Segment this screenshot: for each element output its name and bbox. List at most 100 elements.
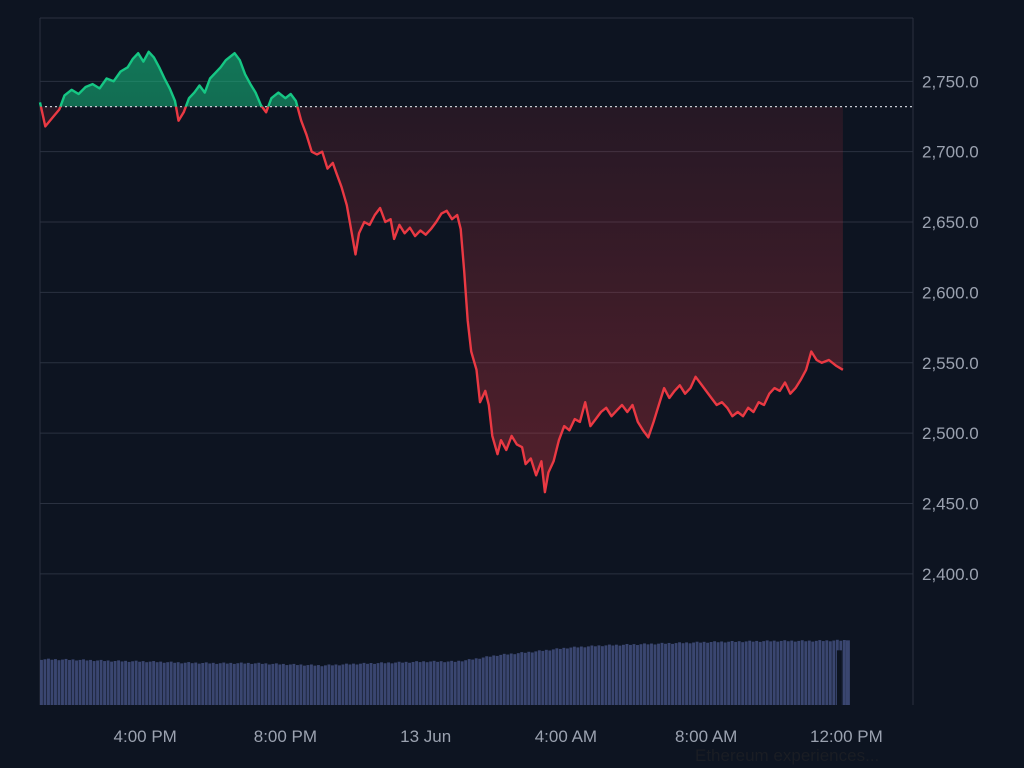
volume-bar xyxy=(408,662,412,705)
volume-bar xyxy=(558,648,562,705)
volume-bar xyxy=(404,661,408,705)
volume-bar xyxy=(201,662,205,705)
volume-bar xyxy=(422,661,426,705)
volume-bar xyxy=(302,665,306,705)
volume-bar xyxy=(727,641,731,705)
volume-bar xyxy=(593,646,597,705)
volume-bar xyxy=(141,661,145,705)
volume-bar xyxy=(586,646,590,705)
volume-bar xyxy=(373,663,376,705)
volume-bar xyxy=(692,642,696,705)
volume-bar xyxy=(390,663,394,705)
y-tick-label: 2,650.0 xyxy=(922,213,979,232)
volume-bar xyxy=(597,645,601,705)
volume-bar xyxy=(713,641,717,705)
y-tick-label: 2,500.0 xyxy=(922,424,979,443)
volume-bar xyxy=(534,651,538,705)
y-tick-label: 2,700.0 xyxy=(922,143,979,162)
volume-bar xyxy=(832,640,836,705)
volume-bar xyxy=(190,663,194,705)
volume-bar xyxy=(671,643,674,705)
volume-bar xyxy=(765,640,769,705)
volume-bar xyxy=(429,661,433,705)
volume-bar xyxy=(821,641,825,705)
x-tick-label: 12:00 PM xyxy=(810,727,883,746)
volume-bar xyxy=(643,643,646,705)
area-fill-below xyxy=(40,106,843,493)
volume-bar xyxy=(169,661,173,705)
volume-bar xyxy=(555,648,559,705)
volume-bar xyxy=(804,641,808,705)
volume-bar xyxy=(769,641,773,705)
volume-bar xyxy=(618,645,622,705)
volume-bar xyxy=(334,664,338,705)
volume-bar xyxy=(716,642,720,705)
volume-bar xyxy=(401,662,405,705)
volume-bar xyxy=(523,652,527,705)
volume-bar xyxy=(61,659,64,705)
y-axis-labels: 2,400.0 2,450.0 2,500.0 2,550.0 2,600.0 2,650… xyxy=(922,72,979,584)
volume-bar xyxy=(800,640,804,705)
volume-bar xyxy=(82,659,85,705)
volume-bar xyxy=(453,661,457,705)
volume-bar xyxy=(352,663,355,705)
volume-bar xyxy=(159,661,163,705)
volume-bar xyxy=(706,642,710,705)
volume-bar xyxy=(387,662,391,705)
volume-bar xyxy=(348,664,352,705)
volume-bar xyxy=(57,660,61,705)
volume-bar xyxy=(155,662,159,705)
volume-bar xyxy=(376,663,380,705)
volume-gap xyxy=(836,650,842,705)
volume-bar xyxy=(653,644,657,705)
volume-bar xyxy=(481,657,485,705)
volume-bar xyxy=(239,662,243,705)
volume-bar xyxy=(625,644,629,705)
volume-bar xyxy=(758,641,762,705)
volume-bar xyxy=(40,659,43,705)
volume-bar xyxy=(92,661,96,705)
volume-bar xyxy=(120,661,124,705)
volume-bar xyxy=(436,661,440,705)
volume-bar xyxy=(75,660,78,705)
volume-bar xyxy=(229,662,233,705)
y-tick-label: 2,750.0 xyxy=(922,72,979,91)
volume-bar xyxy=(478,658,482,705)
volume-bar xyxy=(506,654,510,705)
volume-bar xyxy=(222,662,226,705)
volume-bar xyxy=(579,646,583,705)
volume-bar xyxy=(741,642,745,705)
volume-bar xyxy=(306,665,310,705)
volume-bar xyxy=(502,653,506,705)
volume-bar xyxy=(89,659,92,705)
volume-bar xyxy=(250,663,254,705)
volume-bar xyxy=(699,642,703,705)
volume-bar xyxy=(309,664,313,705)
volume-bar xyxy=(614,644,618,705)
volume-bar xyxy=(285,665,289,705)
volume-bar xyxy=(260,663,264,705)
volume-bar xyxy=(281,663,285,705)
volume-bar xyxy=(415,661,419,705)
volume-bar xyxy=(678,642,682,705)
x-tick-label: 4:00 PM xyxy=(114,727,177,746)
volume-bar xyxy=(814,640,818,705)
volume-bar xyxy=(723,642,727,705)
volume-bar xyxy=(327,664,331,705)
volume-bar xyxy=(734,641,738,705)
volume-bar xyxy=(380,662,383,705)
volume-bar xyxy=(737,641,741,705)
volume-bar xyxy=(138,661,142,705)
volume-bars xyxy=(40,639,850,705)
volume-bar xyxy=(173,662,177,705)
volume-bar xyxy=(362,662,366,705)
volume-bar xyxy=(215,663,219,705)
volume-bar xyxy=(583,647,587,705)
volume-bar xyxy=(162,662,166,705)
volume-bar xyxy=(187,662,191,705)
price-line-above xyxy=(38,50,299,107)
volume-bar xyxy=(688,643,692,705)
volume-bar xyxy=(338,665,341,705)
